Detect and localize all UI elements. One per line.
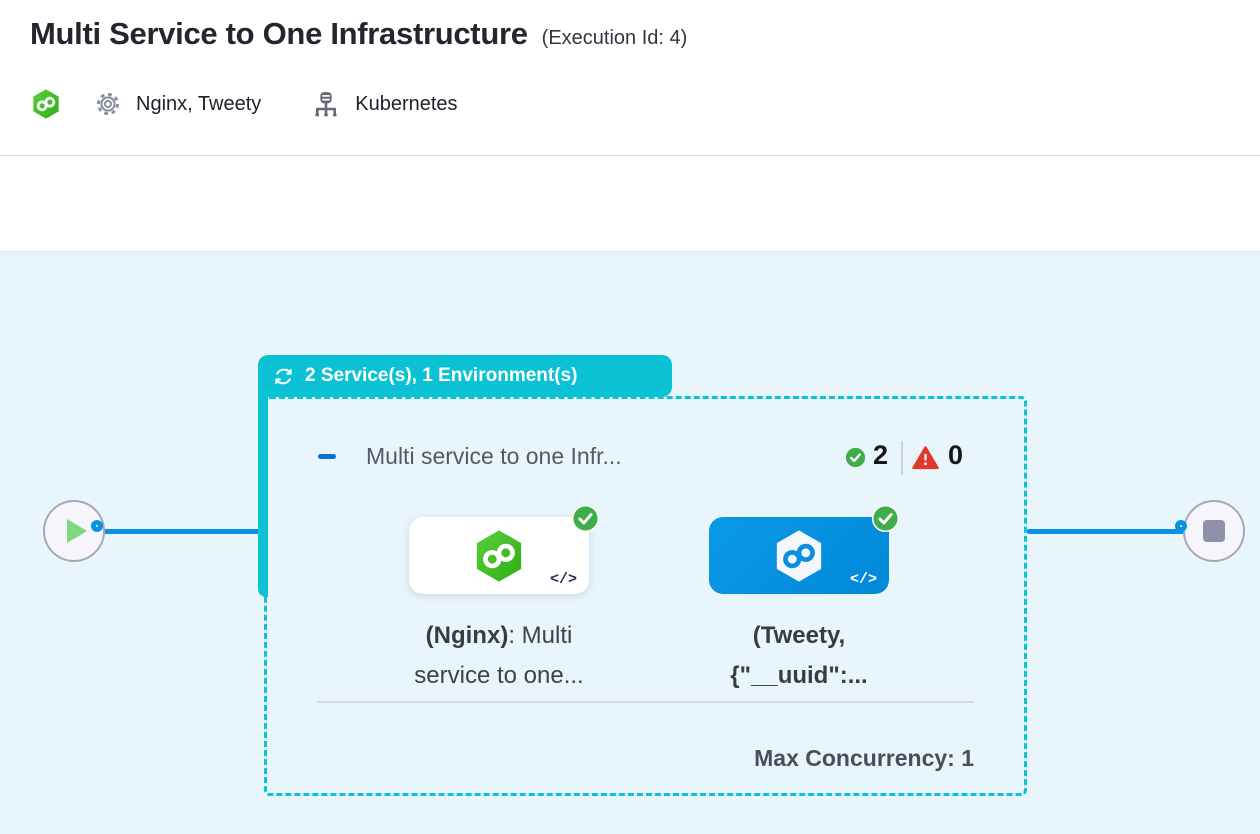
max-concurrency-label: Max Concurrency: 1 bbox=[754, 745, 974, 771]
execution-id: (Execution Id: 4) bbox=[541, 27, 688, 49]
harness-logo-icon bbox=[30, 88, 62, 120]
failed-count-icon bbox=[912, 446, 939, 470]
pipeline-end-node[interactable] bbox=[1183, 500, 1245, 562]
header: Multi Service to One Infrastructure (Exe… bbox=[0, 0, 1260, 156]
nginx-success-badge-icon bbox=[572, 505, 599, 532]
pipeline-start-node[interactable] bbox=[43, 500, 105, 562]
service-node-tweety[interactable]: </> bbox=[709, 517, 889, 594]
failed-count: 0 bbox=[948, 440, 964, 470]
edge-group-to-end bbox=[1027, 528, 1188, 534]
environment-label: Kubernetes bbox=[355, 92, 458, 115]
loop-group-badge[interactable]: 2 Service(s), 1 Environment(s) bbox=[258, 355, 672, 397]
harness-service-icon-blue bbox=[771, 527, 827, 585]
tab-bar: Pipeline Inputs Policy Eval bbox=[0, 156, 1260, 408]
page-title: Multi Service to One Infrastructure bbox=[30, 16, 528, 51]
start-connector-port[interactable] bbox=[91, 520, 103, 532]
success-count-icon bbox=[845, 447, 866, 468]
stage-group-box[interactable] bbox=[264, 396, 1027, 796]
services-label: Nginx, Tweety bbox=[136, 92, 262, 115]
end-connector-port[interactable] bbox=[1175, 520, 1187, 532]
loop-icon bbox=[272, 365, 295, 388]
loop-group-badge-label: 2 Service(s), 1 Environment(s) bbox=[305, 365, 578, 386]
collapse-stage-button[interactable] bbox=[318, 454, 336, 459]
gear-icon bbox=[94, 90, 122, 118]
kubernetes-infra-icon bbox=[311, 89, 341, 119]
tweety-success-badge-icon bbox=[872, 505, 899, 532]
nginx-node-label[interactable]: (Nginx): Multi service to one... bbox=[414, 622, 584, 689]
tweety-node-label[interactable]: (Tweety, {"__uuid":... bbox=[730, 622, 868, 689]
edge-start-to-group bbox=[100, 528, 264, 534]
code-icon: </> bbox=[849, 571, 877, 588]
count-divider bbox=[901, 441, 903, 475]
header-meta-row: Nginx, Tweety Kubernetes bbox=[30, 86, 458, 122]
code-icon: </> bbox=[549, 571, 577, 588]
success-count: 2 bbox=[873, 440, 889, 470]
stage-footer-divider bbox=[317, 701, 974, 703]
harness-service-icon-green bbox=[471, 527, 527, 585]
loop-group-strip bbox=[258, 390, 268, 597]
play-icon bbox=[67, 519, 87, 543]
stop-icon bbox=[1203, 520, 1225, 542]
pipeline-canvas[interactable]: 2 Service(s), 1 Environment(s) Multi ser… bbox=[0, 252, 1260, 834]
service-node-nginx[interactable]: </> bbox=[409, 517, 589, 594]
title-row: Multi Service to One Infrastructure (Exe… bbox=[30, 16, 687, 52]
stage-title[interactable]: Multi service to one Infr... bbox=[366, 443, 622, 469]
